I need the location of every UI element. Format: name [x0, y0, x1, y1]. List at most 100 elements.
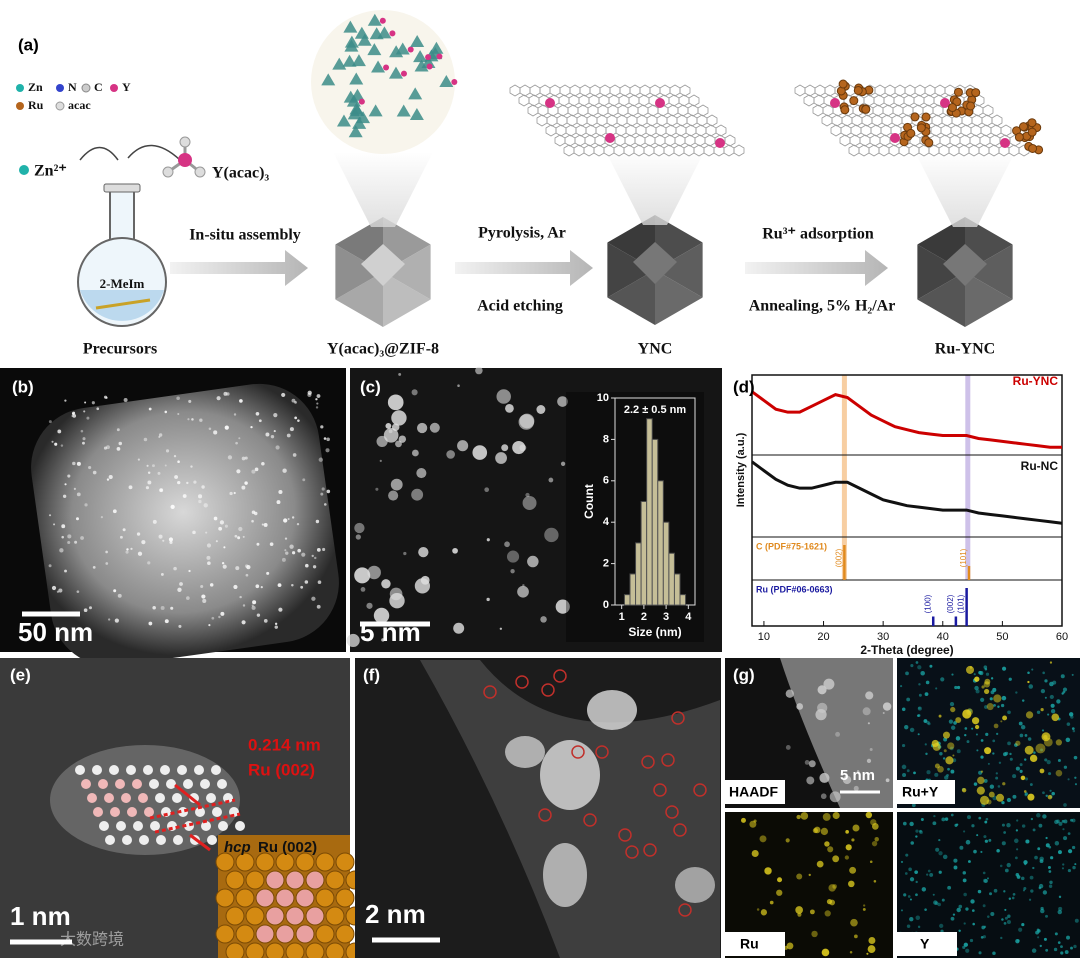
- polyhedron-face: [655, 270, 703, 325]
- speckle: [517, 585, 529, 598]
- hexagon: [706, 114, 718, 127]
- panel-label: (c): [360, 377, 381, 396]
- speckle: [88, 465, 92, 470]
- hexagon: [635, 124, 647, 137]
- hexagon: [686, 114, 698, 127]
- speckle: [1066, 935, 1070, 940]
- speckle: [905, 671, 909, 676]
- speckle: [785, 745, 791, 750]
- hexagon: [637, 104, 649, 117]
- hexagon: [704, 134, 716, 147]
- hexagon: [614, 134, 626, 147]
- speckle: [1060, 674, 1065, 679]
- hexagon: [587, 104, 599, 117]
- speckle: [1061, 867, 1064, 870]
- speckle: [187, 418, 190, 421]
- speckle: [387, 394, 404, 411]
- speckle: [501, 444, 509, 452]
- hexagon: [914, 84, 926, 97]
- speckle: [389, 587, 403, 601]
- speckle: [869, 748, 873, 752]
- speckle: [845, 844, 852, 851]
- speckle: [84, 503, 88, 507]
- panel-g: (g) HAADF Ru+Y Ru Y 5 nm: [725, 658, 1080, 958]
- speckle: [963, 922, 966, 925]
- speckle: [383, 427, 399, 443]
- speckle: [1054, 932, 1058, 936]
- speckle: [849, 866, 857, 874]
- speckle: [1007, 710, 1011, 715]
- speckle: [809, 909, 815, 915]
- single-atom-marker: [553, 669, 567, 683]
- speckle: [995, 772, 998, 775]
- speckle: [385, 423, 392, 429]
- speckle: [318, 457, 324, 462]
- single-atom-marker: [653, 783, 667, 797]
- speckle: [873, 880, 877, 883]
- speckle: [975, 689, 980, 694]
- atom-column: [172, 793, 182, 803]
- zif-unit: [336, 114, 351, 127]
- speckle: [105, 550, 108, 554]
- speckle: [238, 437, 241, 440]
- speckle: [965, 839, 971, 845]
- ru-sphere: [295, 924, 315, 944]
- speckle: [1003, 831, 1007, 834]
- speckle: [996, 732, 999, 735]
- speckle: [1045, 914, 1048, 918]
- hexagon: [576, 114, 588, 127]
- ru-atom: [921, 112, 931, 122]
- speckle: [976, 749, 979, 752]
- speckle: [226, 392, 230, 396]
- speckle: [190, 465, 193, 468]
- speckle: [942, 757, 946, 760]
- speckle: [1070, 946, 1073, 950]
- polyhedron-face: [335, 244, 383, 300]
- ru-sphere: [305, 870, 325, 890]
- speckle: [902, 772, 907, 777]
- ru-sphere: [295, 888, 315, 908]
- ru-sphere: [235, 888, 255, 908]
- speckle: [239, 595, 242, 599]
- y-site: [425, 54, 432, 61]
- zif-unit: [356, 111, 371, 124]
- map-label: Ru+Y: [902, 784, 939, 800]
- speckle: [522, 584, 525, 587]
- speckle: [871, 840, 878, 847]
- speckle: [86, 416, 90, 420]
- speckle: [1043, 734, 1048, 740]
- zif-unit: [346, 94, 361, 107]
- highlight-band: [965, 375, 971, 580]
- hexagon: [549, 84, 561, 97]
- speckle: [263, 619, 268, 623]
- speckle: [1074, 863, 1077, 866]
- speckle: [909, 821, 914, 827]
- hexagon: [615, 124, 627, 137]
- zif-unit: [344, 39, 359, 52]
- speckle: [265, 432, 270, 437]
- speckle: [969, 938, 974, 943]
- y-site: [426, 63, 433, 70]
- panel-label: (g): [733, 665, 755, 684]
- speckle: [416, 422, 428, 434]
- speckle: [1062, 828, 1065, 831]
- hexagon: [694, 134, 706, 147]
- speckle: [1049, 789, 1052, 792]
- speckle: [933, 814, 936, 818]
- speckle: [983, 925, 987, 929]
- speckle: [221, 562, 225, 565]
- speckle: [1060, 951, 1064, 955]
- ru-atom: [916, 123, 926, 133]
- speckle: [548, 477, 554, 483]
- speckle: [885, 778, 890, 783]
- speckle: [1006, 797, 1012, 803]
- speckle: [973, 673, 976, 676]
- speckle: [938, 714, 942, 718]
- speckle: [164, 464, 167, 467]
- arrow-label: Acid etching: [477, 298, 563, 315]
- speckle: [1024, 792, 1028, 796]
- speckle: [970, 899, 975, 904]
- speckle: [853, 785, 859, 791]
- hexagon: [669, 84, 681, 97]
- speckle: [177, 481, 181, 485]
